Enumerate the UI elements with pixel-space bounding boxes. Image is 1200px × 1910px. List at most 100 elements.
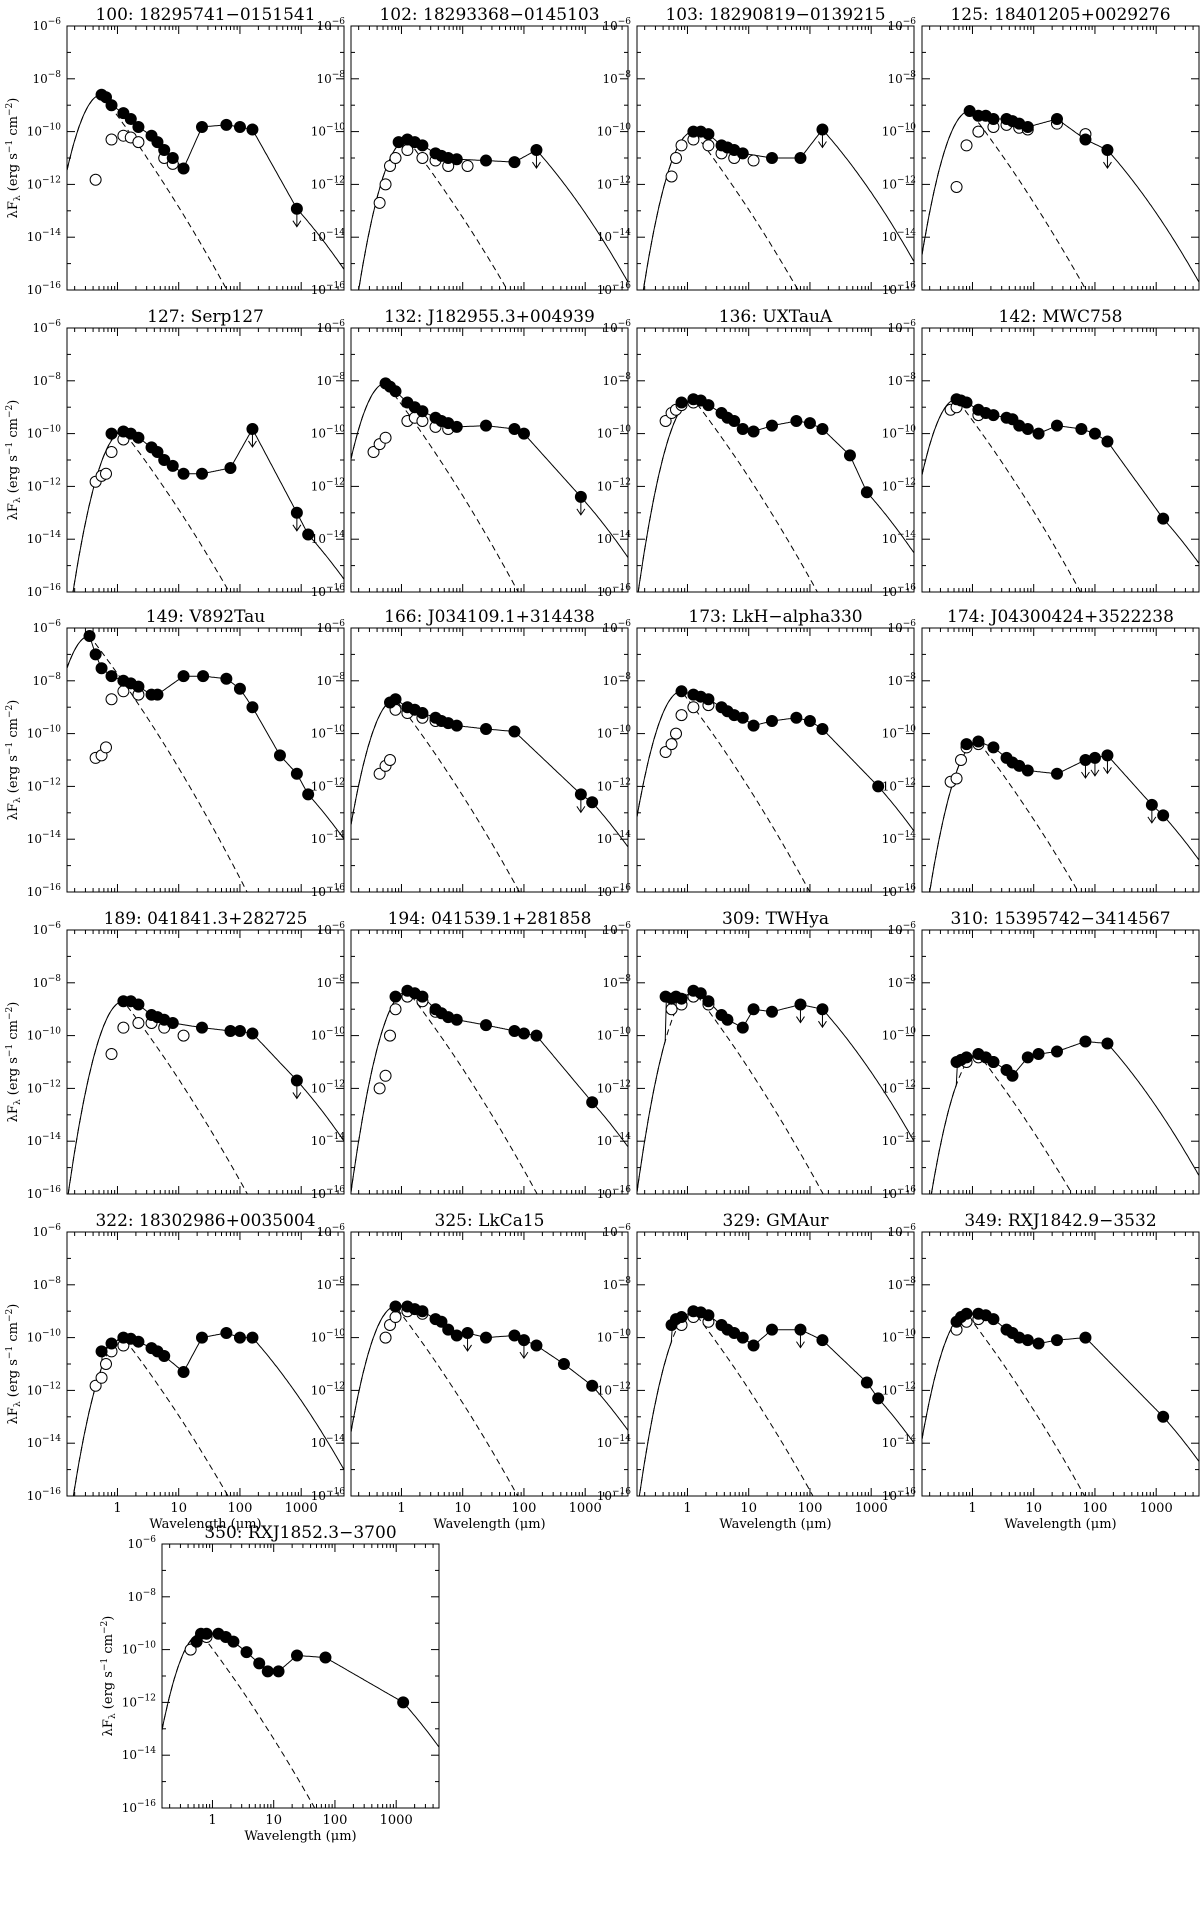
- y-tick-label: 10−14: [597, 228, 632, 244]
- data-point-filled: [747, 1003, 760, 1016]
- data-point-filled: [586, 796, 599, 809]
- y-tick-label: 10−14: [882, 830, 917, 846]
- upper-limit-arrowhead: [292, 1092, 302, 1100]
- data-point-filled: [220, 1326, 233, 1339]
- x-tick-label: 1: [683, 1501, 691, 1516]
- y-tick-label: 10−12: [882, 175, 916, 191]
- data-point-filled: [765, 1005, 778, 1018]
- data-point-filled: [987, 1313, 1000, 1326]
- upper-limit-arrowhead: [463, 1344, 472, 1352]
- sed-panel: 136: UXTauA 10−6 10−8 10−10 10−12 10−14 10−16: [597, 307, 915, 599]
- y-tick-label: 10−8: [316, 70, 345, 86]
- upper-limit-arrowhead: [1103, 767, 1112, 775]
- y-tick-label: 10−8: [887, 1276, 916, 1292]
- y-tick-label: 10−6: [602, 319, 631, 335]
- data-point-filled: [95, 662, 108, 675]
- panel-frame: [350, 929, 629, 1195]
- data-point-filled: [1032, 1048, 1045, 1061]
- y-tick-label: 10−16: [27, 1185, 62, 1201]
- data-point-filled: [450, 1013, 463, 1026]
- y-tick-label: 10−6: [602, 1223, 631, 1239]
- y-tick-label: 10−10: [882, 1027, 917, 1043]
- y-tick-label: 10−14: [27, 530, 62, 546]
- model-curves: [162, 1627, 439, 1808]
- data-point-filled: [302, 528, 315, 541]
- y-tick-label: 10−16: [27, 281, 62, 297]
- data-point-filled: [736, 1021, 749, 1034]
- data-point-open: [389, 1311, 402, 1324]
- x-tick-label: 10: [265, 1813, 282, 1828]
- data-point-open: [665, 738, 678, 751]
- upper-limit-arrowhead: [292, 220, 302, 228]
- y-tick-label: 10−6: [602, 619, 631, 635]
- data-point-filled: [1157, 1410, 1170, 1423]
- data-point-filled: [233, 1331, 246, 1344]
- data-point-open: [105, 693, 118, 706]
- data-point-filled: [765, 419, 778, 432]
- upper-limit-arrowhead: [818, 1020, 827, 1029]
- y-tick-label: 10−14: [27, 1434, 62, 1450]
- upper-limit-arrowhead: [1090, 769, 1100, 777]
- y-tick-label: 10−8: [32, 70, 61, 86]
- y-tick-label: 10−8: [32, 974, 61, 990]
- y-tick-label: 10−8: [316, 1276, 345, 1292]
- panel-title: 149: V892Tau: [146, 607, 265, 627]
- data-point-filled: [1050, 767, 1063, 780]
- model-curves: [637, 685, 914, 892]
- model-curves: [929, 735, 1199, 892]
- x-tick-label: 10: [170, 1501, 187, 1516]
- data-point-open: [670, 152, 683, 164]
- y-tick-label: 10−12: [882, 1079, 916, 1095]
- data-point-open: [89, 1379, 102, 1392]
- x-tick-label: 10: [740, 1501, 757, 1516]
- data-point-filled: [158, 454, 171, 466]
- data-point-open: [373, 196, 386, 209]
- data-point-filled: [1021, 120, 1034, 133]
- data-point-filled: [105, 670, 118, 683]
- data-point-filled: [1079, 1035, 1092, 1048]
- model-curves: [922, 393, 1199, 592]
- data-point-filled: [246, 123, 259, 136]
- data-point-filled: [960, 1307, 973, 1320]
- y-tick-label: 10−14: [311, 1132, 346, 1148]
- data-point-filled: [240, 1646, 253, 1659]
- y-tick-label: 10−12: [882, 1381, 916, 1397]
- y-tick-label: 10−16: [27, 583, 62, 599]
- y-tick-label: 10−6: [316, 921, 345, 937]
- y-tick-label: 10−16: [597, 281, 632, 297]
- data-point-filled: [675, 992, 688, 1005]
- sed-panel: 189: 041841.3+282725 10−6 10−8 10−10 10−12 10…: [5, 909, 345, 1201]
- y-axis-label: λFλ (erg s−1 cm−2): [5, 1002, 23, 1123]
- data-point-filled: [195, 120, 208, 133]
- photosphere-model-line: [922, 1313, 1086, 1496]
- sed-panel: 194: 041539.1+281858 10−6 10−8 10−10 10−12 10…: [311, 909, 629, 1201]
- y-tick-label: 10−8: [602, 1276, 631, 1292]
- photosphere-model-line: [922, 110, 1087, 290]
- y-tick-label: 10−10: [311, 123, 346, 139]
- total-model-line: [67, 635, 344, 840]
- y-tick-label: 10−10: [27, 725, 62, 741]
- panel-frame: [636, 627, 915, 893]
- y-tick-label: 10−16: [311, 583, 346, 599]
- data-point-filled: [1101, 1037, 1114, 1050]
- y-tick-label: 10−10: [122, 1641, 157, 1657]
- y-tick-label: 10−16: [882, 883, 917, 899]
- data-point-filled: [1157, 512, 1170, 525]
- y-tick-label: 10−12: [311, 1079, 345, 1095]
- y-tick-label: 10−14: [597, 1434, 632, 1450]
- photosphere-model-line: [922, 398, 1082, 592]
- y-tick-label: 10−16: [311, 1487, 346, 1503]
- data-point-filled: [1006, 1069, 1019, 1082]
- y-tick-label: 10−16: [122, 1799, 157, 1815]
- data-point-open: [950, 180, 963, 193]
- data-point-filled: [450, 420, 463, 433]
- x-tick-label: 100: [1083, 1501, 1108, 1516]
- y-tick-label: 10−10: [27, 1329, 62, 1345]
- data-point-filled: [1101, 435, 1114, 448]
- data-point-filled: [177, 670, 190, 683]
- data-point-filled: [1032, 427, 1045, 440]
- panel-title: 194: 041539.1+281858: [388, 909, 592, 929]
- y-tick-label: 10−16: [597, 1487, 632, 1503]
- data-point-filled: [530, 1029, 543, 1042]
- y-tick-label: 10−6: [316, 1223, 345, 1239]
